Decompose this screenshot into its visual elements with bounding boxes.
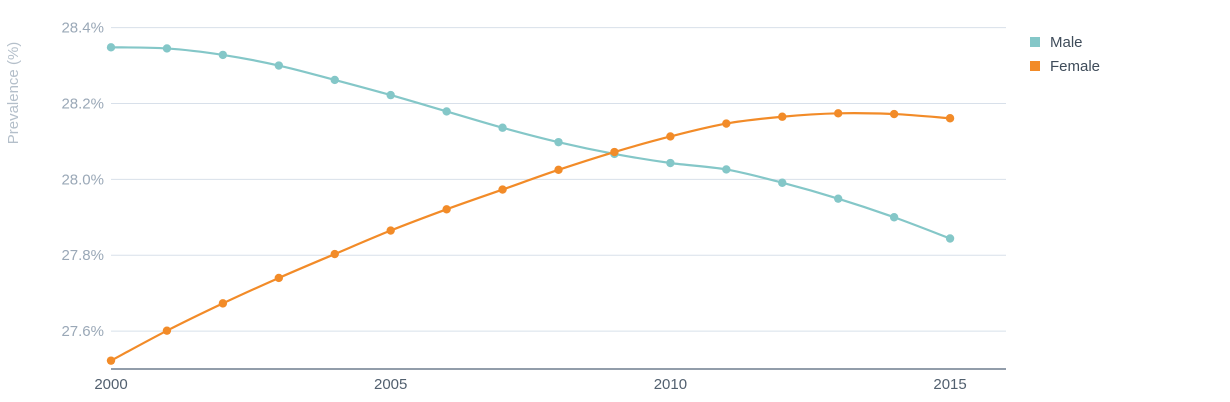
data-point-female-2005	[386, 226, 395, 235]
axis-layer: 27.6% 27.8% 28.0% 28.2% 28.4% 2000 2005 2010 201…	[5, 20, 1006, 393]
data-point-female-2002	[218, 299, 228, 308]
grid-layer	[111, 27, 1006, 332]
data-point-female-2007	[498, 185, 507, 194]
data-point-female-2006	[442, 205, 451, 214]
y-tick-label-28-4: 28.4%	[61, 20, 104, 37]
data-point-female-2010	[666, 132, 675, 141]
y-tick-label-28-2: 28.2%	[61, 95, 104, 112]
data-point-female-2015	[945, 114, 955, 123]
y-tick-label-27-8: 27.8%	[61, 247, 104, 264]
data-point-female-2008	[554, 165, 563, 175]
x-tick-label-2010: 2010	[654, 376, 687, 393]
data-point-female-2000	[106, 356, 116, 365]
data-point-female-2014	[889, 109, 899, 119]
x-tick-label-2015: 2015	[933, 376, 966, 393]
x-tick-label-2005: 2005	[374, 376, 407, 393]
data-point-male-2011	[722, 165, 731, 174]
data-point-male-2006	[442, 107, 451, 116]
data-point-female-2003	[274, 273, 284, 283]
series-layer	[106, 43, 955, 365]
legend-swatch-male	[1030, 37, 1040, 47]
data-point-male-2004	[330, 75, 339, 85]
legend-swatch-female	[1030, 61, 1040, 71]
data-point-male-2002	[218, 50, 228, 60]
data-point-female-2013	[833, 109, 843, 118]
data-point-female-2012	[778, 112, 787, 121]
legend-label-female: Female	[1050, 58, 1100, 75]
data-point-female-2011	[722, 119, 731, 128]
x-tick-label-2000: 2000	[94, 376, 127, 393]
series-line-female	[109, 112, 952, 362]
data-point-female-2009	[610, 147, 619, 157]
data-point-male-2014	[889, 213, 899, 222]
y-tick-label-28-0: 28.0%	[61, 171, 104, 188]
data-point-male-2000	[106, 43, 116, 52]
data-point-male-2015	[945, 234, 955, 243]
data-point-male-2012	[778, 178, 787, 187]
y-axis-title: Prevalence (%)	[5, 42, 22, 145]
series-line-male	[109, 46, 952, 240]
legend-label-male: Male	[1050, 34, 1083, 51]
data-point-male-2005	[386, 90, 395, 100]
data-point-male-2007	[498, 123, 507, 132]
data-point-female-2004	[330, 249, 339, 259]
data-point-male-2001	[162, 44, 172, 53]
y-tick-label-27-6: 27.6%	[61, 323, 104, 340]
data-point-male-2013	[833, 194, 843, 203]
data-point-female-2001	[162, 326, 172, 335]
data-point-male-2010	[666, 158, 675, 168]
data-point-male-2008	[554, 137, 563, 147]
legend: Male Female	[1030, 34, 1100, 75]
data-point-male-2003	[274, 61, 284, 70]
